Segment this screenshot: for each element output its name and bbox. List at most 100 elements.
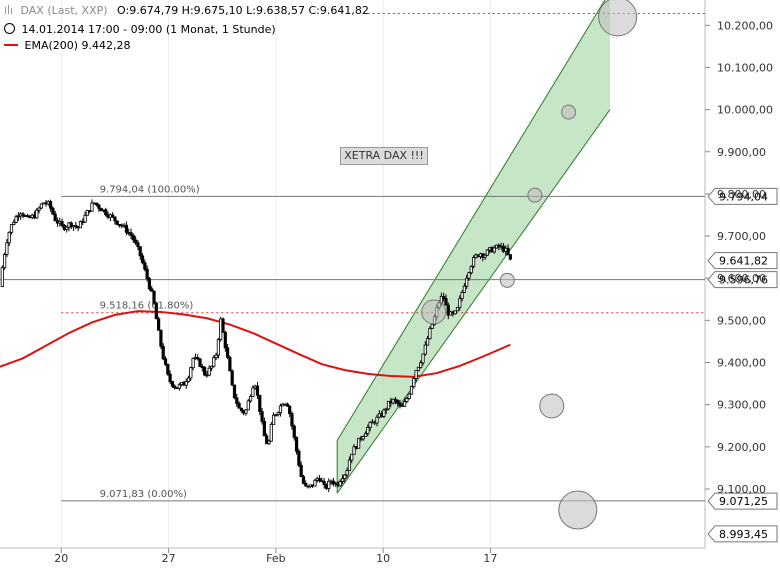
candle-body	[244, 409, 248, 414]
candle-body	[129, 232, 133, 236]
candle-body	[228, 356, 232, 372]
candle-body	[467, 272, 471, 279]
candle-chart-icon	[4, 5, 14, 14]
price-box	[707, 252, 778, 270]
candle-body	[198, 358, 202, 367]
candle-body	[131, 235, 135, 241]
candle-body	[423, 344, 427, 355]
candle-body	[251, 387, 255, 397]
marker-circle	[499, 272, 515, 288]
y-tick-label: 9.600,00	[717, 272, 766, 285]
candle-body	[444, 298, 448, 306]
candle-body	[124, 224, 129, 233]
candle-body	[163, 358, 168, 365]
price-box-label: 9.071,25	[719, 495, 768, 508]
candle-body	[409, 386, 414, 395]
grid-lines	[0, 0, 706, 549]
candle-body	[317, 478, 322, 482]
candle-body	[209, 365, 214, 369]
candle-body	[366, 427, 370, 434]
candle-body	[177, 384, 181, 389]
y-tick-label: 9.400,00	[717, 357, 766, 370]
marker-circle	[539, 393, 565, 419]
price-box-label: 9.794,04	[719, 190, 768, 203]
candle-body	[483, 254, 487, 258]
candle-body	[262, 421, 266, 437]
candle-body	[97, 204, 101, 209]
candle-body	[419, 362, 423, 368]
candle-body	[111, 214, 115, 218]
candle-body	[384, 408, 388, 411]
candle-body	[405, 398, 409, 402]
candle-body	[363, 433, 368, 437]
candle-body	[416, 366, 421, 371]
candle-body	[12, 222, 16, 225]
x-tick-label: 17	[483, 552, 497, 565]
y-tick-label: 9.300,00	[717, 399, 766, 412]
candle-body	[184, 381, 188, 386]
candle-body	[428, 328, 432, 340]
candle-body	[340, 478, 345, 482]
candle-body	[157, 318, 161, 331]
x-tick-label: 27	[162, 552, 176, 565]
candle-body	[396, 400, 400, 404]
candle-body	[398, 402, 402, 406]
candle-body	[403, 401, 407, 407]
candle-body	[191, 357, 195, 369]
candle-body	[269, 424, 273, 442]
candle-body	[212, 357, 216, 367]
candle-body	[414, 370, 418, 379]
candle-body	[345, 470, 349, 476]
candle-body	[352, 446, 356, 455]
y-tick-label: 9.100,00	[717, 483, 766, 496]
candle-body	[313, 479, 317, 487]
candle-body	[368, 421, 372, 428]
fib-level-label: 9.071,83 (0.00%)	[100, 489, 187, 500]
period-text: 14.01.2014 17:00 - 09:00 (1 Monat, 1 Stu…	[21, 23, 276, 36]
channel-fill	[337, 0, 610, 494]
candle-body	[154, 302, 158, 320]
marker-circle	[558, 490, 598, 530]
candle-body	[508, 254, 512, 260]
clock-icon	[4, 23, 15, 34]
candle-body	[223, 331, 227, 349]
y-tick-label: 10.000,00	[717, 104, 773, 117]
candle-body	[166, 363, 170, 375]
price-box	[707, 492, 778, 510]
candle-body	[425, 338, 430, 346]
candle-body	[304, 482, 308, 487]
candle-body	[0, 267, 4, 288]
candle-body	[159, 329, 163, 347]
candle-body	[94, 202, 99, 206]
candle-body	[113, 216, 117, 222]
xetra-dax-label-text: XETRA DAX !!!	[344, 149, 424, 162]
candle-body	[7, 231, 11, 244]
candle-body	[37, 207, 41, 211]
candle-body	[225, 347, 230, 358]
candle-body	[140, 255, 145, 264]
price-box	[707, 525, 778, 543]
candle-body	[265, 435, 269, 445]
y-tick-label: 9.800,00	[717, 188, 766, 201]
candle-body	[203, 367, 207, 376]
candle-body	[60, 221, 64, 226]
candle-body	[453, 310, 457, 315]
candle-body	[248, 395, 253, 402]
ema-legend-swatch	[4, 44, 18, 46]
candle-body	[115, 220, 119, 225]
candle-body	[48, 201, 53, 209]
candle-body	[343, 474, 347, 479]
candle-body	[465, 277, 469, 287]
candle-body	[221, 318, 225, 333]
candle-body	[161, 345, 165, 360]
fib-level-label: 9.518,16 (61.80%)	[100, 301, 194, 312]
candle-body	[350, 453, 354, 461]
candle-body	[207, 367, 211, 376]
candle-body	[143, 262, 147, 270]
candle-body	[21, 213, 25, 217]
candle-body	[237, 403, 241, 409]
candle-body	[421, 353, 425, 364]
candle-body	[382, 409, 386, 417]
candle-body	[186, 377, 191, 382]
